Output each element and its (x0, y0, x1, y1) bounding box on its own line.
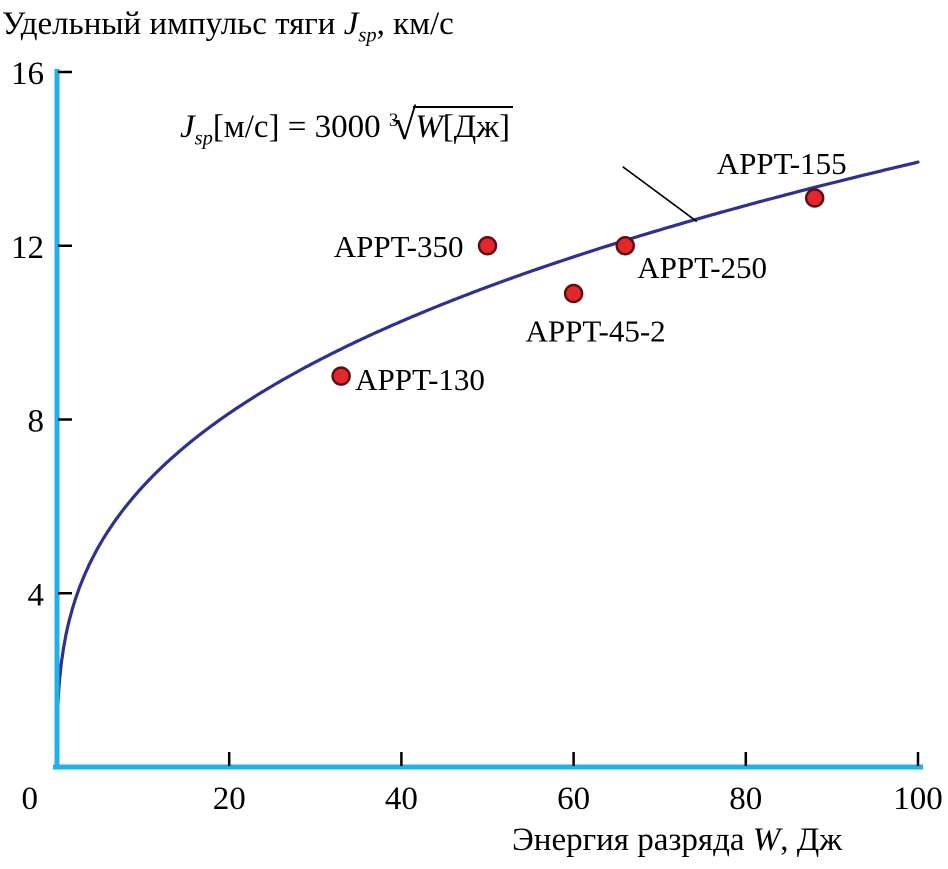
formula-j-symbol: J (180, 109, 195, 145)
chart-title-text: Удельный импульс тяги (2, 6, 344, 42)
formula-leader-line (622, 166, 698, 223)
data-point-appt-130 (331, 366, 351, 386)
formula-w-units: [Дж] (442, 109, 511, 145)
data-point-appt-45-2 (563, 283, 584, 304)
data-point-appt-250 (615, 236, 636, 256)
point-label-appt-45-2: APPT-45-2 (526, 314, 666, 349)
formula-w-symbol: W (415, 109, 443, 145)
point-label-appt-155: APPT-155 (717, 146, 847, 181)
data-point-appt-155 (804, 188, 825, 208)
point-label-appt-350: APPT-350 (334, 229, 464, 264)
x-axis-label-units: , Дж (780, 822, 843, 858)
x-axis-label: Энергия разряда W, Дж (512, 822, 842, 859)
origin-tick-label: 0 (22, 781, 39, 817)
formula-j-subscript: sp (194, 127, 213, 150)
y-tick-label: 12 (11, 230, 44, 266)
formula-equals: [м/с] = 3000 (212, 109, 389, 145)
jsp-symbol: J (343, 6, 359, 42)
curve-jsp-vs-w (55, 160, 920, 758)
y-tick-label: 4 (28, 577, 45, 613)
x-tick-label: 40 (385, 781, 418, 817)
x-tick-label: 60 (557, 781, 590, 817)
radical-sign-icon: √ (392, 101, 417, 149)
chart-title: Удельный импульс тяги Jsp, км/с (2, 6, 454, 48)
cube-root: 3√W[Дж] (388, 101, 514, 149)
x-tick-label: 100 (893, 781, 943, 817)
data-point-appt-350 (477, 236, 498, 256)
y-tick-label: 16 (11, 56, 44, 92)
chart-title-units: , км/с (376, 6, 454, 42)
point-label-appt-250: APPT-250 (637, 250, 767, 285)
point-label-appt-130: APPT-130 (355, 362, 485, 397)
x-tick-label: 80 (729, 781, 762, 817)
y-tick-label: 8 (28, 404, 45, 440)
radicand: W[Дж] (413, 106, 514, 147)
x-axis-label-text: Энергия разряда (512, 822, 753, 858)
w-symbol: W (752, 822, 781, 858)
root-index: 3 (388, 109, 399, 131)
x-tick-label: 20 (213, 781, 246, 817)
jsp-subscript: sp (358, 24, 377, 47)
curve-formula: Jsp[м/с] = 3000 3√W[Дж] (180, 101, 514, 151)
